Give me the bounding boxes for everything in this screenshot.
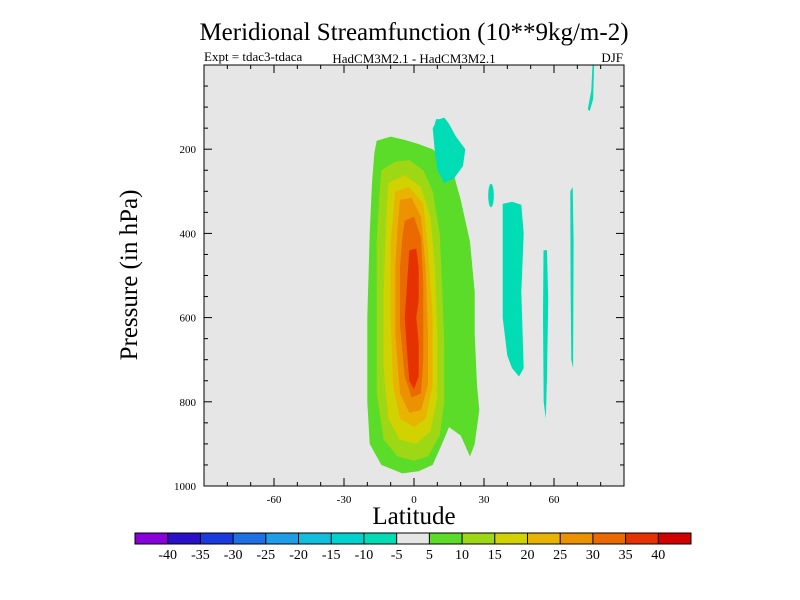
colorbar-label: -35 <box>191 548 210 563</box>
colorbar-label: -25 <box>256 548 275 563</box>
colorbar-swatch <box>592 533 626 544</box>
colorbar-frame <box>134 532 692 545</box>
chart-title: Meridional Streamfunction (10**9kg/m-2) <box>199 19 628 46</box>
contour-negative-speck <box>488 183 494 208</box>
colorbar <box>134 532 692 545</box>
colorbar-swatch <box>429 533 463 544</box>
y-tick-labels: 200 400 600 800 1000 <box>174 144 197 493</box>
x-tick-label: -30 <box>337 494 352 506</box>
colorbar-label: -10 <box>355 548 374 563</box>
contour-level-35 <box>404 248 419 390</box>
y-tick-label: 600 <box>180 313 197 325</box>
contour-negative-speck-upper <box>434 118 441 138</box>
colorbar-label: 20 <box>520 548 534 563</box>
colorbar-swatch <box>135 533 169 544</box>
colorbar-label: -5 <box>391 548 403 563</box>
x-tick-label: -60 <box>267 494 282 506</box>
colorbar-swatch <box>396 533 430 544</box>
colorbar-swatch <box>494 533 528 544</box>
colorbar-swatch <box>265 533 299 544</box>
colorbar-swatch <box>625 533 659 544</box>
colorbar-label: 10 <box>455 548 469 563</box>
contour-negative-streak-top <box>587 65 595 112</box>
x-tick-labels: -60 -30 0 30 60 <box>267 494 560 506</box>
contour-fields <box>367 65 595 474</box>
y-tick-label: 800 <box>180 397 197 409</box>
y-axis-label: Pressure (in hPa) <box>116 190 143 361</box>
colorbar-label: 25 <box>553 548 567 563</box>
chart-subtitle-center: HadCM3M2.1 - HadCM3M2.1 <box>332 51 495 66</box>
x-tick-label: 30 <box>479 494 491 506</box>
contour-negative-streak-56N <box>543 250 549 419</box>
y-tick-label: 200 <box>180 144 197 156</box>
colorbar-label: -40 <box>158 548 177 563</box>
axis-ticks <box>203 64 625 487</box>
colorbar-labels: -40 -35 -30 -25 -20 -15 -10 -5 5 10 15 20 25 30 35 40 <box>158 548 665 563</box>
chart-subtitle-left: Expt = tdac3-tdaca <box>204 49 303 64</box>
y-tick-label: 400 <box>180 228 197 240</box>
colorbar-swatch <box>233 533 267 544</box>
plot-area <box>203 64 625 487</box>
colorbar-swatch <box>298 533 332 544</box>
x-axis-label: Latitude <box>372 503 455 530</box>
colorbar-label: -20 <box>289 548 308 563</box>
colorbar-label: -30 <box>224 548 243 563</box>
contour-negative-mid <box>502 201 524 377</box>
colorbar-swatch <box>527 533 561 544</box>
colorbar-swatch <box>331 533 365 544</box>
colorbar-label: 40 <box>651 548 665 563</box>
x-tick-label: 60 <box>549 494 561 506</box>
season-label: DJF <box>601 50 623 65</box>
colorbar-label: 30 <box>586 548 600 563</box>
y-tick-label: 1000 <box>174 481 197 493</box>
colorbar-label: 5 <box>426 548 433 563</box>
colorbar-swatch <box>462 533 496 544</box>
contour-negative-streak-67N <box>570 187 574 369</box>
colorbar-swatch <box>560 533 594 544</box>
colorbar-swatch <box>200 533 234 544</box>
colorbar-label: -15 <box>322 548 341 563</box>
colorbar-swatch <box>658 533 692 544</box>
colorbar-swatch <box>167 533 201 544</box>
colorbar-label: 35 <box>619 548 633 563</box>
colorbar-swatch <box>363 533 397 544</box>
contour-negative-upper <box>432 117 466 183</box>
x-tick-label: 0 <box>411 494 417 506</box>
colorbar-label: 15 <box>488 548 502 563</box>
